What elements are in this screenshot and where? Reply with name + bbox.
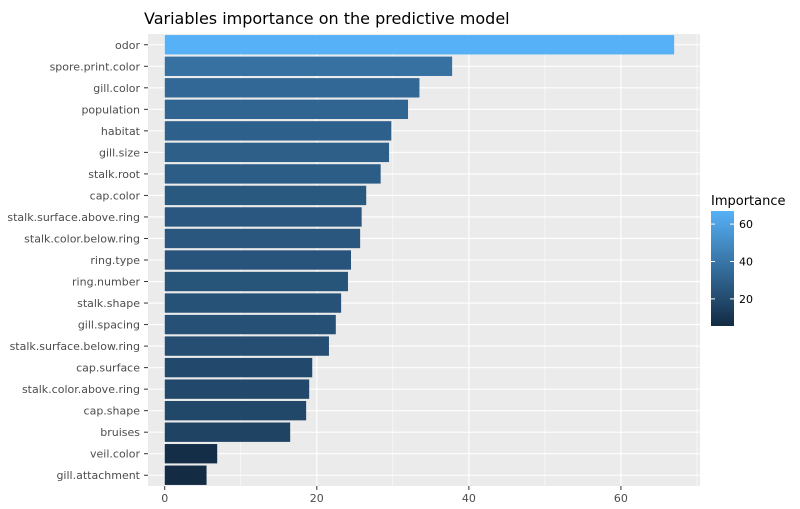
bar-cap-shape (164, 400, 307, 421)
bar-gill-size (164, 142, 390, 163)
x-tick-label: 20 (310, 492, 324, 505)
bar-bruises (164, 422, 291, 442)
legend-tick-label: 60 (739, 218, 753, 231)
category-label: habitat (101, 125, 141, 138)
category-label: veil.color (90, 448, 140, 461)
bar-stalk-color-below-ring (164, 228, 361, 249)
bar-stalk-surface-below-ring (164, 336, 329, 356)
legend-tick-label: 40 (739, 255, 753, 268)
legend-title: Importance (711, 194, 786, 209)
category-label: spore.print.color (50, 60, 141, 73)
bar-ring-number (164, 271, 348, 292)
bar-stalk-surface-above-ring (164, 207, 362, 227)
x-tick-label: 40 (462, 492, 476, 505)
category-label: gill.size (99, 146, 140, 159)
bar-cap-color (164, 185, 367, 206)
legend: Importance 20 40 60 (711, 194, 786, 326)
category-label: ring.type (90, 254, 140, 267)
bar-cap-surface (164, 357, 313, 378)
category-axis: odor spore.print.color gill.color populatio… (7, 39, 148, 482)
category-label: stalk.surface.below.ring (10, 340, 140, 353)
category-label: stalk.root (88, 168, 140, 181)
category-label: cap.color (90, 189, 141, 202)
bar-spore-print-color (164, 56, 453, 76)
category-label: stalk.shape (77, 297, 140, 310)
bar-stalk-color-above-ring (164, 379, 310, 399)
category-label: odor (115, 39, 140, 52)
category-label: cap.surface (76, 362, 140, 375)
bar-stalk-shape (164, 293, 342, 313)
category-label: population (81, 103, 140, 116)
category-label: gill.attachment (56, 469, 140, 482)
bars (164, 35, 675, 485)
bar-population (164, 99, 409, 120)
bar-stalk-root (164, 164, 381, 184)
bar-gill-attachment (164, 465, 207, 485)
chart-title: Variables importance on the predictive m… (144, 9, 510, 28)
value-axis: 0 20 40 60 (161, 486, 628, 505)
legend-colorbar (711, 211, 734, 326)
category-label: ring.number (72, 276, 140, 289)
x-tick-label: 60 (614, 492, 628, 505)
x-tick-label: 0 (161, 492, 168, 505)
category-label: gill.spacing (78, 319, 140, 332)
category-label: stalk.color.below.ring (24, 232, 140, 245)
bar-ring-type (164, 250, 352, 270)
category-label: cap.shape (84, 405, 141, 418)
category-label: bruises (100, 426, 140, 439)
legend-tick-label: 20 (739, 293, 753, 306)
category-label: stalk.color.above.ring (22, 383, 140, 396)
bar-habitat (164, 121, 392, 141)
bar-gill-spacing (164, 314, 336, 335)
bar-gill-color (164, 78, 420, 98)
bar-veil-color (164, 444, 218, 464)
bar-odor (164, 35, 675, 55)
category-label: stalk.surface.above.ring (7, 211, 140, 224)
category-label: gill.color (93, 82, 140, 95)
legend-ticks: 20 40 60 (711, 218, 753, 306)
